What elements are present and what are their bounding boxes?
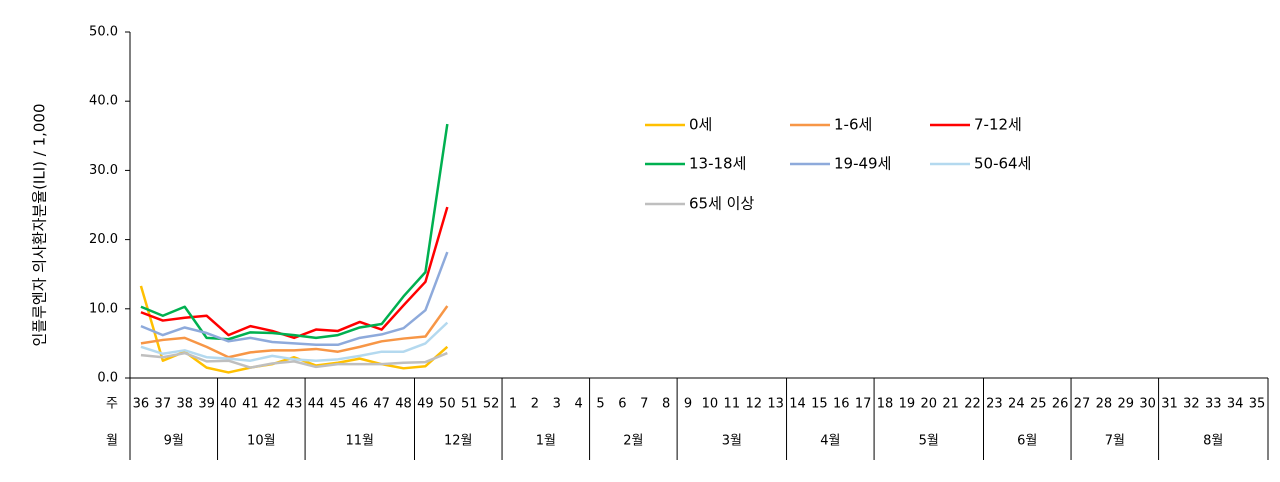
x-tick-label: 17 [855,397,872,412]
x-tick-label: 51 [461,397,478,412]
x-tick-label: 9 [684,397,692,412]
x-tick-label: 38 [176,397,193,412]
x-tick-label: 19 [899,397,916,412]
series-line [140,123,449,341]
series-line [140,305,449,359]
month-label: 10월 [247,434,276,449]
x-tick-label: 3 [553,397,561,412]
x-tick-label: 45 [330,397,347,412]
month-label: 4월 [820,434,840,449]
x-tick-label: 48 [395,397,412,412]
x-tick-label: 14 [789,397,806,412]
x-tick-label: 32 [1183,397,1200,412]
x-tick-label: 39 [198,397,215,412]
month-label: 11월 [346,434,375,449]
x-tick-label: 28 [1096,397,1113,412]
x-tick-label: 36 [133,397,150,412]
month-label: 1월 [536,434,556,449]
x-tick-label: 21 [942,397,959,412]
x-tick-label: 12 [745,397,762,412]
month-label: 8월 [1203,434,1223,449]
x-tick-label: 24 [1008,397,1025,412]
month-label: 9월 [164,434,184,449]
x-tick-label: 44 [308,397,325,412]
month-label: 3월 [722,434,742,449]
x-tick-label: 33 [1205,397,1222,412]
x-tick-label: 47 [373,397,390,412]
legend-label: 7-12세 [974,116,1022,134]
series-line [140,251,449,347]
x-tick-label: 41 [242,397,259,412]
series-line [140,321,449,362]
x-tick-label: 2 [531,397,539,412]
x-tick-label: 16 [833,397,850,412]
x-tick-label: 50 [439,397,456,412]
x-tick-label: 22 [964,397,981,412]
y-tick-label: 20.0 [89,232,118,247]
month-row-label: 월 [106,434,118,449]
y-tick-label: 0.0 [97,371,118,386]
x-tick-label: 1 [509,397,517,412]
month-label: 5월 [919,434,939,449]
x-tick-label: 6 [618,397,626,412]
y-tick-label: 10.0 [89,301,118,316]
x-tick-label: 26 [1052,397,1069,412]
x-tick-label: 29 [1117,397,1134,412]
x-tick-label: 10 [702,397,719,412]
x-tick-label: 18 [877,397,894,412]
x-tick-label: 42 [264,397,281,412]
y-tick-label: 30.0 [89,163,118,178]
x-tick-label: 40 [220,397,237,412]
x-tick-label: 20 [921,397,938,412]
month-label: 6월 [1017,434,1037,449]
y-axis-title: 인플루엔자 의사환자분율(ILI) / 1,000 [31,103,49,346]
x-tick-label: 15 [811,397,828,412]
legend-label: 1-6세 [834,116,872,134]
month-label: 7월 [1105,434,1125,449]
x-tick-label: 7 [640,397,648,412]
x-tick-label: 27 [1074,397,1091,412]
y-tick-label: 40.0 [89,94,118,109]
x-tick-label: 30 [1139,397,1156,412]
week-row-label: 주 [106,397,118,412]
x-tick-label: 52 [483,397,500,412]
x-tick-label: 8 [662,397,670,412]
legend-label: 0세 [689,116,712,134]
month-label: 2월 [623,434,643,449]
x-tick-label: 34 [1227,397,1244,412]
x-tick-label: 43 [286,397,303,412]
series-line [140,351,448,369]
legend-label: 13-18세 [689,155,746,173]
y-tick-label: 50.0 [89,25,118,40]
x-tick-label: 5 [596,397,604,412]
legend-label: 65세 이상 [689,195,754,213]
x-tick-label: 4 [574,397,582,412]
x-tick-label: 13 [767,397,784,412]
legend-label: 50-64세 [974,155,1031,173]
legend-label: 19-49세 [834,155,891,173]
x-tick-label: 37 [155,397,172,412]
series-line [140,206,449,340]
x-tick-label: 35 [1249,397,1266,412]
x-tick-label: 49 [417,397,434,412]
x-tick-label: 11 [724,397,741,412]
x-tick-label: 46 [352,397,369,412]
month-label: 12월 [444,434,473,449]
x-tick-label: 25 [1030,397,1047,412]
x-tick-label: 23 [986,397,1003,412]
x-tick-label: 31 [1161,397,1178,412]
